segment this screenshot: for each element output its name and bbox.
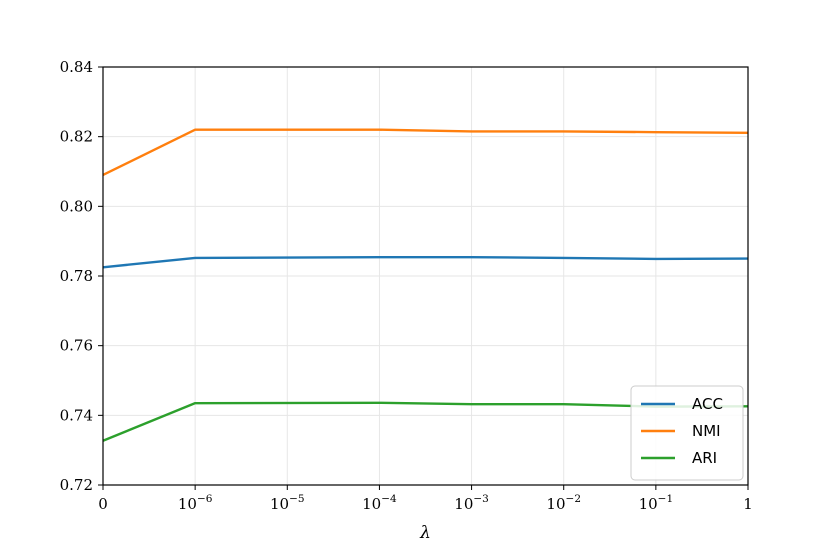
y-tick-label: 0.74 xyxy=(60,406,93,424)
legend-label-acc: ACC xyxy=(692,395,723,413)
x-tick-label: 10−2 xyxy=(546,493,581,513)
series-line-nmi xyxy=(102,128,749,177)
series-line-acc xyxy=(102,255,749,269)
y-tick-label: 0.72 xyxy=(60,476,93,494)
x-tick-label: 1 xyxy=(743,495,753,513)
x-tick-label: 10−3 xyxy=(454,493,489,513)
x-tick-label: 0 xyxy=(98,495,108,513)
legend-label-nmi: NMI xyxy=(692,422,721,440)
x-tick-label: 10−1 xyxy=(639,493,674,513)
x-tick-label: 10−6 xyxy=(178,493,213,513)
y-tick-label: 0.76 xyxy=(60,337,93,355)
y-tick-label: 0.80 xyxy=(60,197,93,215)
legend-box xyxy=(630,385,744,481)
legend-label-ari: ARI xyxy=(692,449,717,467)
x-tick-label: 10−5 xyxy=(270,493,305,513)
y-tick-label: 0.82 xyxy=(60,128,93,146)
y-tick-label: 0.78 xyxy=(60,267,93,285)
axis-ticks: 0 10−6 10−5 10−4 10−3 10−2 10−1 1 0.72 0.74 0.76 0.… xyxy=(60,58,753,513)
grid xyxy=(102,66,749,486)
legend: ACC NMI ARI xyxy=(630,385,744,481)
x-axis-label: λ xyxy=(419,523,431,543)
y-tick-label: 0.84 xyxy=(60,58,93,76)
x-tick-label: 10−4 xyxy=(362,493,397,513)
